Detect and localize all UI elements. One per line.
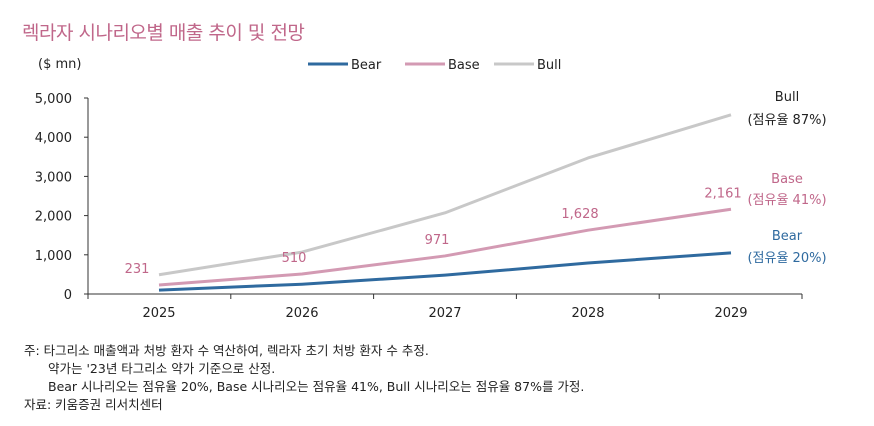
- x-tick-label: 2028: [571, 306, 604, 321]
- end-label-share: (점유율 87%): [747, 113, 826, 128]
- end-label-bear: Bear: [772, 229, 803, 244]
- x-tick-label: 2025: [142, 306, 175, 321]
- y-tick-label: 0: [64, 288, 72, 303]
- data-label: 231: [125, 262, 150, 277]
- x-tick-label: 2026: [285, 306, 318, 321]
- chart-title: 렉라자 시나리오별 매출 추이 및 전망: [22, 22, 305, 44]
- x-tick-label: 2027: [428, 306, 461, 321]
- source-line: 자료: 키움증권 리서치센터: [24, 397, 163, 412]
- y-tick-label: 1,000: [35, 249, 72, 264]
- y-tick-label: 5,000: [35, 92, 72, 107]
- x-tick-label: 2029: [714, 306, 747, 321]
- end-label-share: (점유율 41%): [747, 193, 826, 208]
- data-label: 1,628: [561, 207, 598, 222]
- note-line: 약가는 '23년 타그리소 약가 기준으로 산정.: [48, 361, 276, 376]
- note-line: Bear 시나리오는 점유율 20%, Base 시나리오는 점유율 41%, …: [48, 379, 585, 394]
- data-label: 2,161: [704, 186, 741, 201]
- end-label-base: Base: [771, 172, 803, 187]
- y-tick-label: 4,000: [35, 131, 72, 146]
- end-label-share: (점유율 20%): [747, 251, 826, 266]
- legend-label: Base: [448, 58, 480, 73]
- y-tick-label: 3,000: [35, 170, 72, 185]
- y-tick-label: 2,000: [35, 210, 72, 225]
- data-label: 971: [425, 233, 450, 248]
- legend-label: Bull: [537, 58, 561, 73]
- chart-notes: 주: 타그리소 매출액과 처방 환자 수 역산하여, 렉라자 초기 처방 환자 …: [24, 342, 584, 414]
- data-label: 510: [282, 251, 307, 266]
- series-line-bear: [158, 251, 732, 292]
- y-axis-unit: ($ mn): [38, 57, 82, 72]
- legend-label: Bear: [351, 58, 382, 73]
- series-line-bull: [158, 113, 732, 277]
- note-line: 주: 타그리소 매출액과 처방 환자 수 역산하여, 렉라자 초기 처방 환자 …: [24, 343, 429, 358]
- end-label-bull: Bull: [775, 90, 799, 105]
- series-line-base: [158, 207, 732, 287]
